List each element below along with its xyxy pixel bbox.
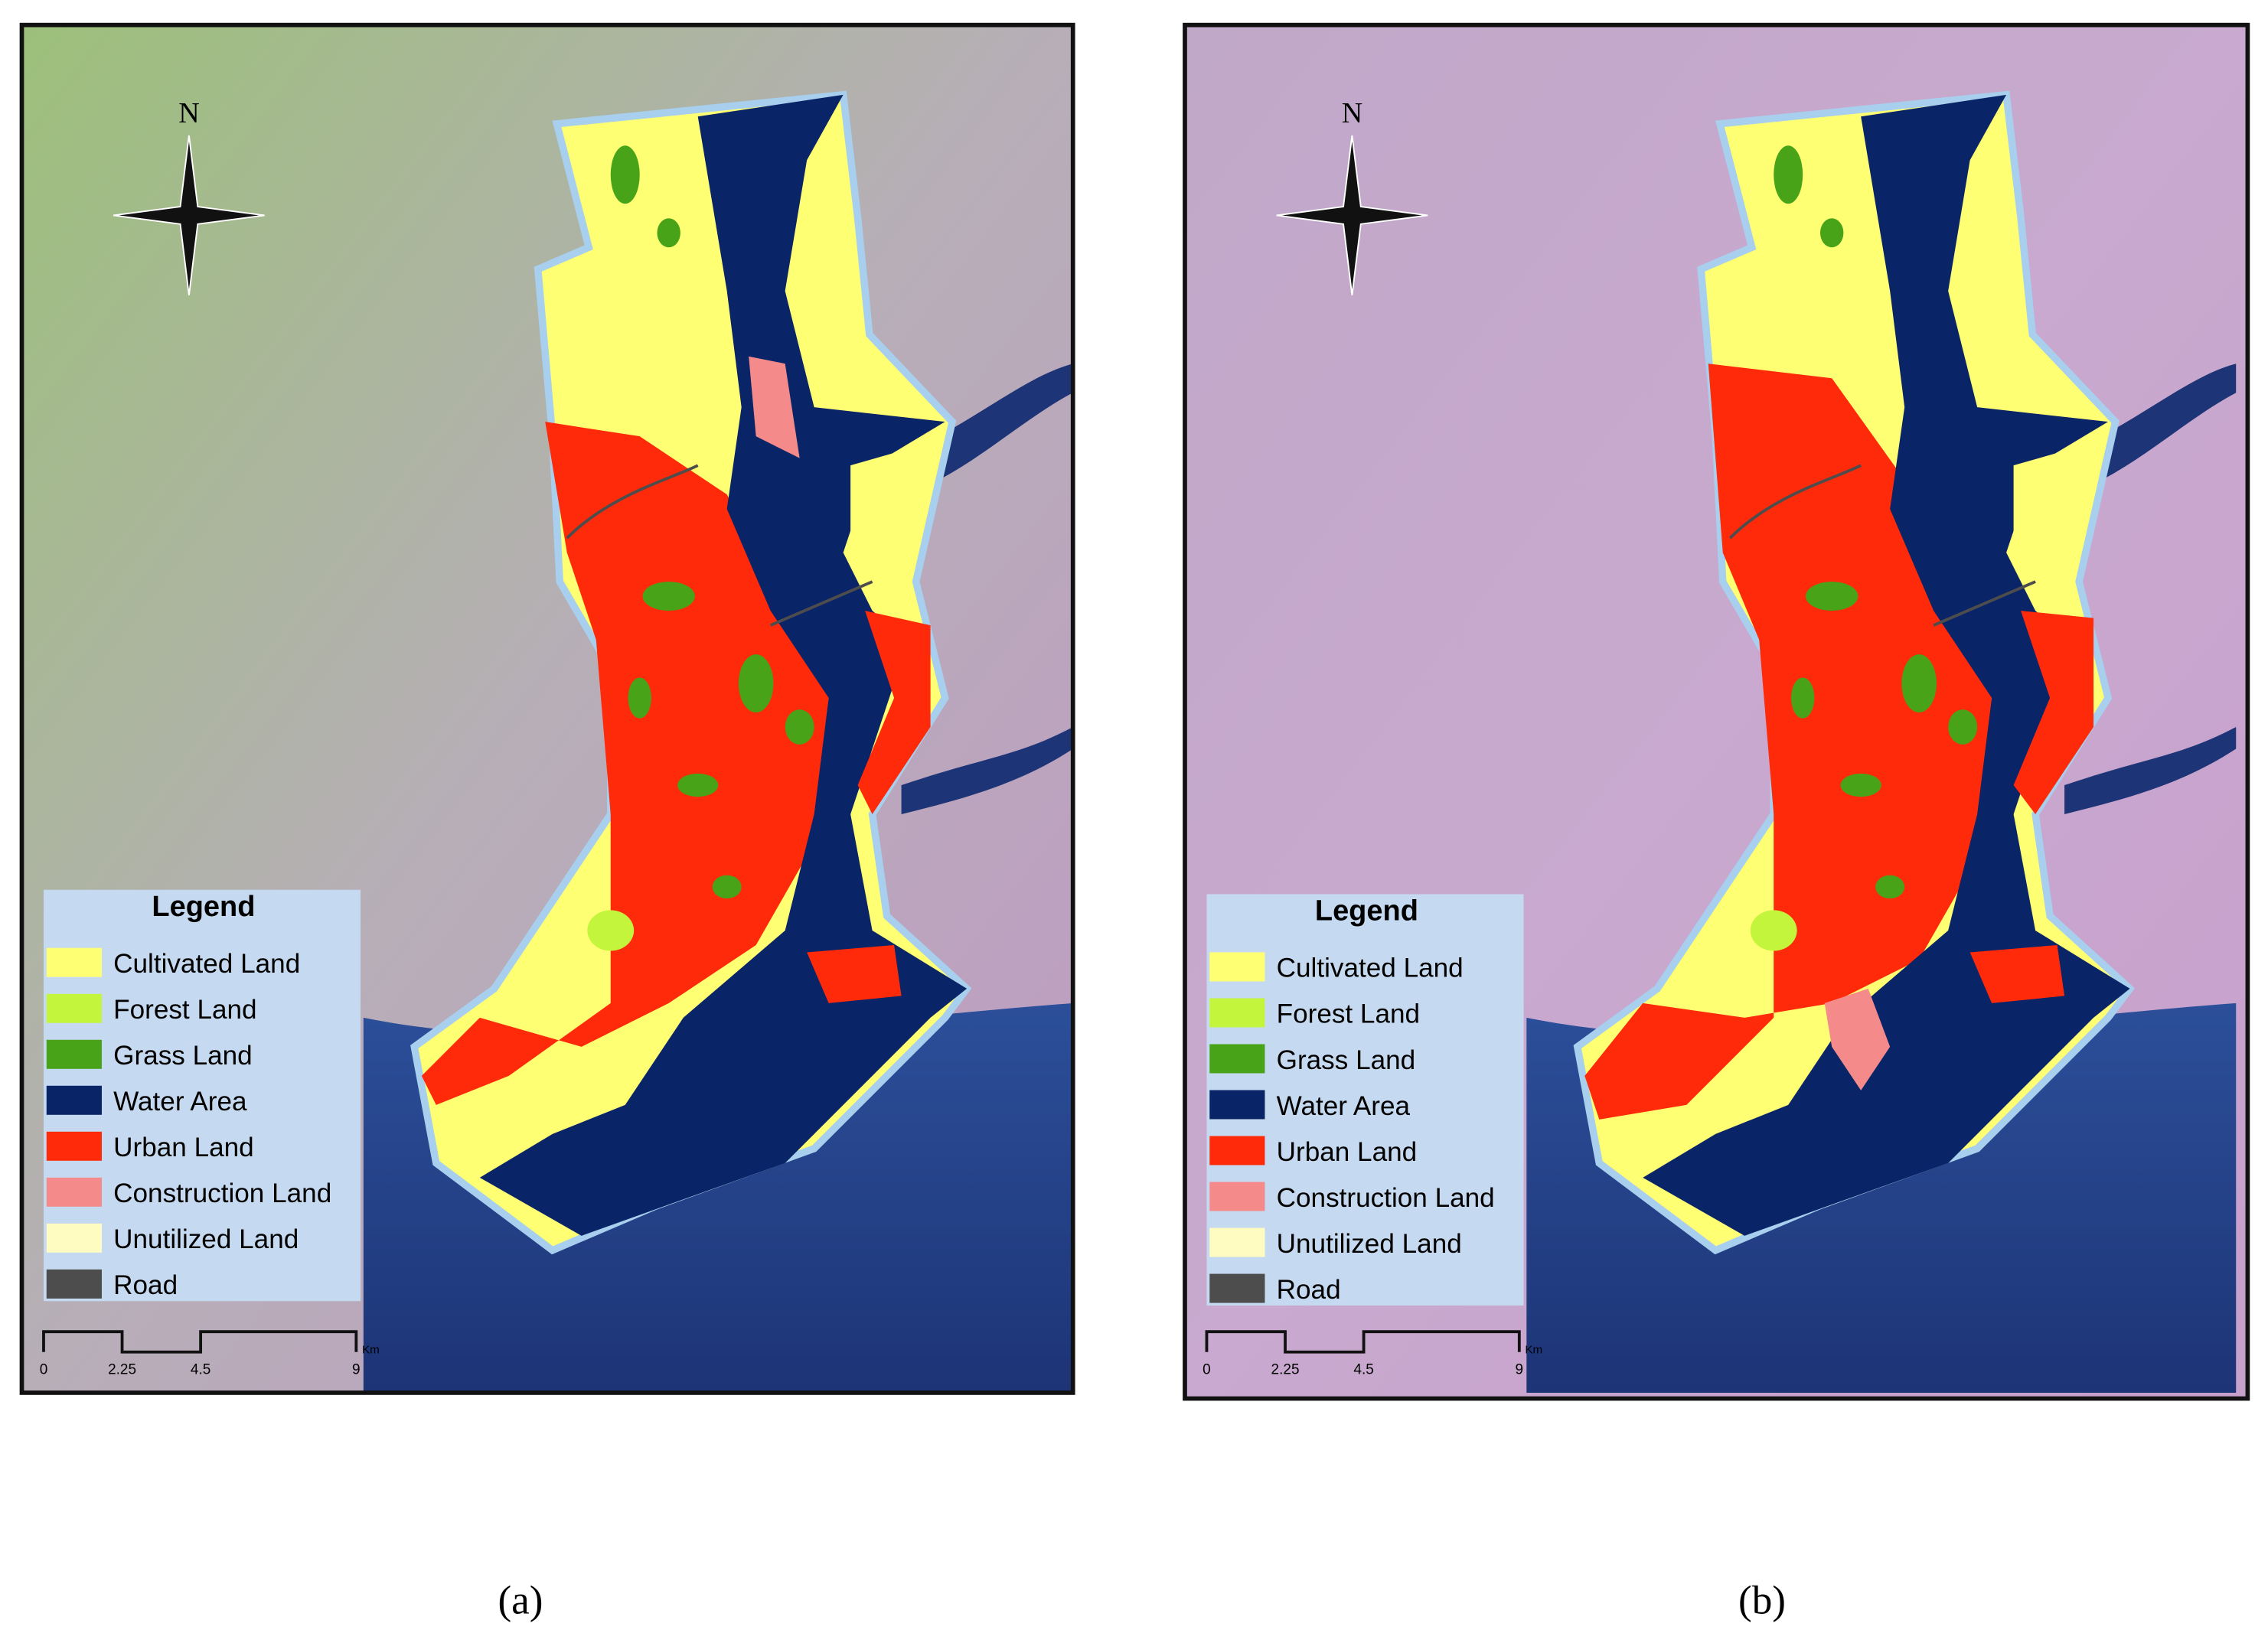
compass-star bbox=[1276, 135, 1428, 296]
legend-swatch bbox=[1209, 1227, 1265, 1257]
grass-land bbox=[642, 582, 695, 611]
legend-swatch bbox=[1209, 952, 1265, 982]
scale-label: 0 bbox=[40, 1361, 48, 1377]
legend-swatch bbox=[1209, 1273, 1265, 1303]
compass-star bbox=[113, 135, 265, 296]
legend-label: Cultivated Land bbox=[1277, 954, 1464, 983]
road bbox=[566, 464, 873, 627]
legend-swatch bbox=[46, 1039, 102, 1069]
north-arrow: N bbox=[113, 97, 265, 296]
legend-label: Cultivated Land bbox=[113, 949, 300, 979]
urban-land bbox=[1584, 363, 1992, 1120]
legend-label: Water Area bbox=[113, 1087, 247, 1117]
scale-label: 4.5 bbox=[1353, 1361, 1373, 1377]
scale-unit: Km bbox=[362, 1344, 380, 1357]
map-panel: N Legend Cultivated Land Forest Land Grass L… bbox=[19, 22, 1075, 1623]
grass-land bbox=[1806, 582, 1858, 611]
north-label: N bbox=[178, 97, 199, 129]
scale-label: 2.25 bbox=[108, 1361, 136, 1377]
scale-label: 2.25 bbox=[1271, 1361, 1300, 1377]
grass-land bbox=[1901, 654, 1937, 713]
panel-caption: (a) bbox=[498, 1578, 543, 1623]
legend-label: Unutilized Land bbox=[1277, 1229, 1462, 1259]
legend-label: Road bbox=[1277, 1275, 1341, 1305]
legend-swatch bbox=[46, 1223, 102, 1253]
construction-land bbox=[1824, 988, 1891, 1090]
scale-label: 9 bbox=[352, 1361, 361, 1377]
urban-land bbox=[807, 944, 902, 1003]
legend-label: Urban Land bbox=[113, 1133, 254, 1162]
legend-swatch bbox=[1209, 1044, 1265, 1074]
grass-land bbox=[1791, 677, 1815, 719]
map-panel: N Legend Cultivated Land Forest Land Grass L… bbox=[1183, 22, 2250, 1623]
cultivated-land bbox=[850, 451, 916, 582]
grass-land bbox=[712, 875, 742, 899]
grass-land bbox=[628, 677, 651, 719]
legend-swatch bbox=[1209, 1090, 1265, 1120]
north-arrow: N bbox=[1276, 97, 1428, 296]
scale-unit: Km bbox=[1525, 1344, 1542, 1357]
grass-land bbox=[1774, 145, 1803, 204]
grass-land bbox=[1948, 709, 1978, 745]
north-label: N bbox=[1342, 97, 1362, 129]
scale-label: 4.5 bbox=[191, 1361, 210, 1377]
legend-title: Legend bbox=[152, 891, 255, 923]
urban-land bbox=[421, 422, 829, 1105]
legend-label: Construction Land bbox=[113, 1178, 331, 1208]
urban-land bbox=[857, 611, 931, 815]
scale-label: 0 bbox=[1203, 1361, 1211, 1377]
legend-label: Water Area bbox=[1277, 1091, 1411, 1121]
scale-bar bbox=[1205, 1330, 1521, 1354]
legend-swatch bbox=[46, 1131, 102, 1161]
legend-label: Grass Land bbox=[113, 1041, 253, 1071]
legend-swatch bbox=[1209, 998, 1265, 1028]
legend-swatch bbox=[46, 1177, 102, 1207]
legend-label: Unutilized Land bbox=[113, 1224, 299, 1254]
grass-land bbox=[785, 709, 814, 745]
scale-label: 9 bbox=[1516, 1361, 1524, 1377]
forest-land bbox=[587, 910, 635, 951]
cultivated-land bbox=[2013, 451, 2080, 582]
urban-land bbox=[2013, 611, 2094, 815]
legend-title: Legend bbox=[1315, 895, 1418, 927]
panel-caption: (b) bbox=[1738, 1578, 1786, 1623]
grass-land bbox=[1875, 875, 1905, 899]
legend-label: Forest Land bbox=[113, 995, 256, 1025]
legend-swatch bbox=[46, 1085, 102, 1115]
legend-swatch bbox=[1209, 1136, 1265, 1165]
forest-land bbox=[1750, 910, 1797, 951]
legend-swatch bbox=[46, 947, 102, 977]
construction-land bbox=[749, 356, 800, 458]
legend-label: Grass Land bbox=[1277, 1045, 1416, 1075]
legend-label: Road bbox=[113, 1270, 178, 1300]
panel-frame bbox=[1183, 22, 2250, 1401]
scale-bar bbox=[42, 1330, 358, 1354]
grass-land bbox=[610, 145, 640, 204]
legend-swatch bbox=[46, 993, 102, 1023]
urban-land bbox=[1969, 944, 2065, 1003]
grass-land bbox=[1819, 218, 1844, 248]
legend-label: Forest Land bbox=[1277, 999, 1420, 1029]
legend-label: Urban Land bbox=[1277, 1137, 1418, 1167]
grass-land bbox=[657, 218, 680, 248]
legend-label: Construction Land bbox=[1277, 1183, 1495, 1213]
legend-swatch bbox=[1209, 1182, 1265, 1211]
grass-land bbox=[1840, 773, 1881, 797]
panel-frame bbox=[19, 22, 1075, 1395]
grass-land bbox=[738, 654, 774, 713]
grass-land bbox=[677, 773, 719, 797]
legend-swatch bbox=[46, 1269, 102, 1299]
road bbox=[1728, 464, 2036, 627]
